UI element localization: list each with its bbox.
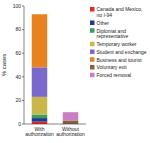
bar-segment — [32, 97, 48, 115]
chart: 0 20 40 60 80 100 % cases WithauthorizationWith… — [0, 0, 150, 143]
y-tick — [22, 29, 24, 30]
y-tick-label: 60 — [15, 50, 21, 56]
y-axis-line — [24, 6, 25, 124]
bar-segment — [63, 112, 79, 120]
bar-segment — [32, 122, 48, 124]
legend-label: Voluntary exit — [97, 64, 128, 70]
legend: Canada and Mexico,no I-94 Other Diplomat a… — [90, 6, 147, 78]
y-tick-label: 80 — [15, 26, 21, 32]
y-tick — [22, 124, 24, 125]
bar-segment — [32, 14, 48, 15]
bar-segment — [63, 120, 79, 124]
legend-swatch — [90, 73, 95, 78]
y-tick-label: 20 — [15, 97, 21, 103]
legend-swatch — [90, 42, 95, 47]
x-axis: WithauthorizationWithoutauthorization — [24, 124, 86, 137]
legend-label-line: Business and tourist — [97, 57, 143, 63]
y-tick-label: 100 — [13, 3, 22, 9]
bar-segment — [32, 14, 48, 15]
y-tick-label: 40 — [15, 74, 21, 80]
bar-segment — [32, 67, 48, 97]
y-tick-label: 0 — [18, 121, 21, 127]
bar-segment — [32, 14, 48, 67]
legend-label-line: Forced removal — [97, 72, 132, 78]
legend-label-line: representative — [97, 33, 129, 39]
bar-segment — [32, 115, 48, 119]
y-tick — [22, 6, 24, 7]
bar-segment — [32, 118, 48, 122]
legend-label-line: no I-94 — [97, 12, 113, 18]
legend-swatch — [90, 7, 95, 12]
legend-label: Canada and Mexico,no I-94 — [97, 6, 143, 18]
legend-swatch — [90, 50, 95, 55]
y-tick — [22, 76, 24, 77]
legend-label-line: Temporary worker — [97, 41, 137, 47]
x-tick-label: Withoutauthorization — [56, 126, 85, 138]
legend-label-line: Voluntary exit — [97, 64, 128, 70]
legend-label: Other — [97, 20, 110, 26]
x-tick-label: Withauthorization — [25, 126, 54, 138]
y-tick — [22, 53, 24, 54]
x-tick-label-line: authorization — [25, 131, 54, 137]
legend-label: Diplomat andrepresentative — [97, 28, 129, 40]
legend-label: Temporary worker — [97, 41, 137, 47]
bars — [32, 14, 79, 124]
legend-label-line: Student and exchange — [97, 49, 147, 55]
legend-swatch — [90, 21, 95, 26]
legend-label: Student and exchange — [97, 49, 147, 55]
x-axis-line — [24, 124, 86, 125]
y-tick — [22, 100, 24, 101]
legend-label: Forced removal — [97, 72, 132, 78]
y-axis: 0 20 40 60 80 100 — [13, 3, 24, 127]
legend-label-line: Other — [97, 20, 110, 26]
legend-swatch — [90, 65, 95, 70]
legend-swatch — [90, 28, 95, 33]
y-axis-label: % cases — [1, 54, 7, 77]
legend-label: Business and tourist — [97, 57, 143, 63]
legend-swatch — [90, 57, 95, 62]
x-tick-label-line: authorization — [56, 131, 85, 137]
